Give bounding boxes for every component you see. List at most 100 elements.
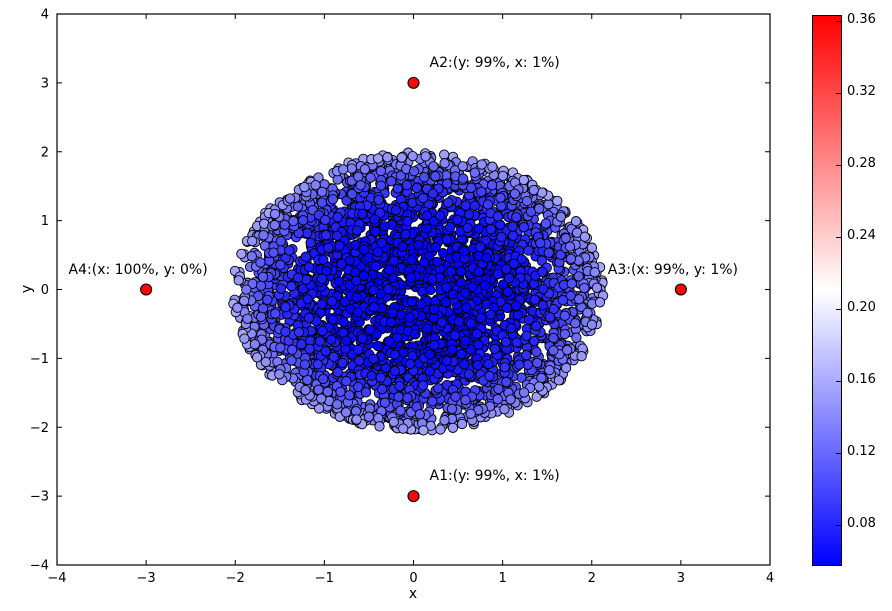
cluster-point: [462, 222, 473, 234]
cluster-point: [300, 385, 311, 396]
cluster-point: [548, 345, 559, 356]
cluster-point: [313, 384, 324, 395]
cluster-point: [456, 277, 467, 288]
cluster-point: [382, 152, 393, 163]
cluster-point: [318, 373, 329, 385]
cluster-point: [469, 167, 480, 178]
cluster-point: [557, 294, 569, 306]
cluster-point: [275, 259, 286, 271]
cluster-point: [534, 381, 545, 392]
cluster-point: [486, 180, 498, 191]
cluster-point: [502, 286, 513, 298]
cluster-point: [461, 302, 472, 313]
cluster-point: [499, 404, 510, 415]
cluster-point: [296, 339, 307, 350]
cluster-point: [463, 209, 475, 220]
cluster-point: [303, 312, 315, 323]
cluster-point: [398, 423, 409, 434]
cluster-point: [559, 328, 571, 340]
cluster-point: [257, 303, 269, 314]
cluster-point: [375, 180, 387, 191]
y-tick-label: 3: [41, 76, 49, 91]
cluster-point: [257, 271, 269, 283]
cluster-point: [441, 234, 453, 245]
cluster-point: [507, 221, 518, 232]
cluster-point: [576, 351, 587, 362]
cluster-point: [247, 235, 258, 247]
anomaly-point-A4: [140, 283, 153, 296]
cluster-point: [562, 344, 573, 356]
cluster-point: [537, 266, 548, 278]
cluster-point: [492, 211, 504, 222]
cluster-point: [407, 150, 418, 162]
cluster-point: [304, 343, 315, 355]
cluster-point: [310, 179, 321, 191]
cluster-point: [424, 366, 435, 377]
cluster-point: [456, 418, 468, 430]
cluster-point: [573, 271, 584, 282]
cluster-point: [433, 383, 444, 394]
cluster-point: [544, 312, 556, 323]
y-tick-label: 1: [41, 214, 49, 229]
cluster-point: [469, 200, 480, 211]
cluster-point: [537, 300, 548, 311]
cluster-point: [535, 237, 546, 249]
cluster-point: [302, 294, 313, 305]
cluster-point: [443, 197, 454, 208]
cluster-point: [246, 251, 257, 262]
cluster-point: [435, 210, 446, 221]
cluster-point: [582, 307, 593, 318]
colorbar-tick-mark: [836, 21, 841, 23]
cluster-point: [428, 304, 440, 315]
cluster-point: [387, 307, 398, 319]
cluster-point: [286, 355, 297, 366]
cluster-point: [269, 208, 281, 220]
colorbar: [812, 15, 842, 566]
cluster-point: [570, 216, 582, 227]
cluster-point: [417, 380, 429, 391]
cluster-point: [505, 323, 517, 334]
cluster-point: [476, 159, 487, 170]
cluster-point: [351, 225, 363, 236]
y-tick-label: −4: [30, 559, 49, 574]
cluster-point: [480, 280, 491, 291]
cluster-point: [400, 229, 411, 240]
y-tick-label: −3: [30, 490, 49, 505]
cluster-point: [532, 357, 543, 369]
colorbar-tick-label: 0.20: [847, 300, 876, 316]
y-tick-label: 2: [41, 145, 49, 160]
x-tick-label: −4: [47, 571, 66, 586]
cluster-point: [388, 255, 399, 266]
axis-ticks: [56, 13, 771, 566]
cluster-point: [553, 375, 565, 386]
cluster-point: [404, 312, 416, 323]
cluster-point: [427, 273, 438, 285]
cluster-point: [368, 302, 380, 313]
cluster-point: [409, 328, 421, 340]
cluster-point: [508, 258, 520, 269]
cluster-point: [297, 215, 309, 226]
cluster-point: [476, 186, 487, 198]
x-tick-label: 1: [498, 571, 506, 586]
cluster-point: [372, 153, 384, 164]
cluster-point: [473, 339, 484, 350]
cluster-point: [395, 405, 406, 416]
cluster-point: [501, 263, 512, 275]
cluster-point: [335, 386, 346, 398]
cluster-point: [518, 174, 529, 186]
cluster-point: [459, 359, 470, 370]
cluster-point: [586, 319, 598, 330]
cluster-point: [548, 303, 559, 315]
cluster-point: [473, 266, 484, 277]
cluster-point: [351, 414, 362, 425]
cluster-point: [357, 208, 368, 220]
cluster-point: [482, 199, 494, 210]
cluster-point: [358, 270, 370, 281]
cluster-point: [239, 295, 250, 306]
cluster-point: [559, 310, 570, 321]
cluster-point: [440, 296, 451, 308]
cluster-point: [332, 399, 343, 410]
cluster-point: [287, 344, 298, 355]
cluster-point: [341, 195, 352, 206]
cluster-point: [346, 163, 357, 174]
